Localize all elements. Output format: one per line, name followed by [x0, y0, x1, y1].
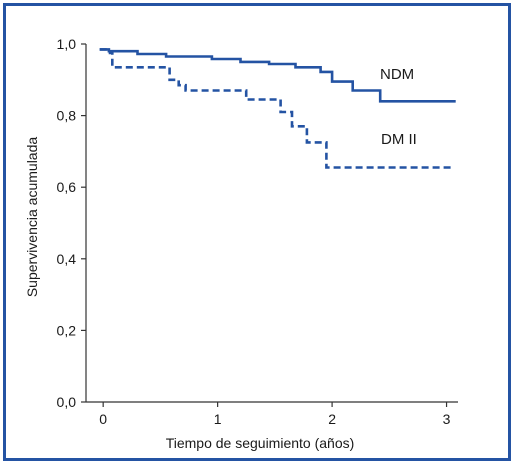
y-axis-title: Supervivencia acumulada: [24, 137, 40, 298]
y-tick-label: 1,0: [57, 36, 77, 52]
y-tick-label: 0,4: [57, 251, 77, 267]
y-tick-label: 0,2: [57, 322, 77, 338]
y-tick-label: 0,6: [57, 179, 77, 195]
chart-labels: Tiempo de seguimiento (años) Supervivenci…: [24, 66, 417, 451]
x-tick-label: 3: [443, 411, 451, 427]
series-line-ndm: [99, 48, 456, 103]
x-tick-label: 2: [328, 411, 336, 427]
chart-frame: [3, 3, 511, 461]
chart-series: [99, 48, 456, 169]
x-tick-label: 0: [99, 411, 107, 427]
series-line-dm-ii: [99, 48, 453, 169]
series-label-ndm: NDM: [380, 66, 414, 83]
x-tick-label: 1: [214, 411, 222, 427]
y-tick-label: 0,0: [57, 394, 77, 410]
x-axis-title: Tiempo de seguimiento (años): [166, 435, 355, 451]
series-label-dm-ii: DM II: [381, 131, 417, 148]
chart-axes: [85, 44, 458, 403]
y-tick-label: 0,8: [57, 108, 77, 124]
chart-ticks: 0,0 0,2 0,4 0,6 0,8 1,0 0 1 2 3: [57, 36, 451, 427]
